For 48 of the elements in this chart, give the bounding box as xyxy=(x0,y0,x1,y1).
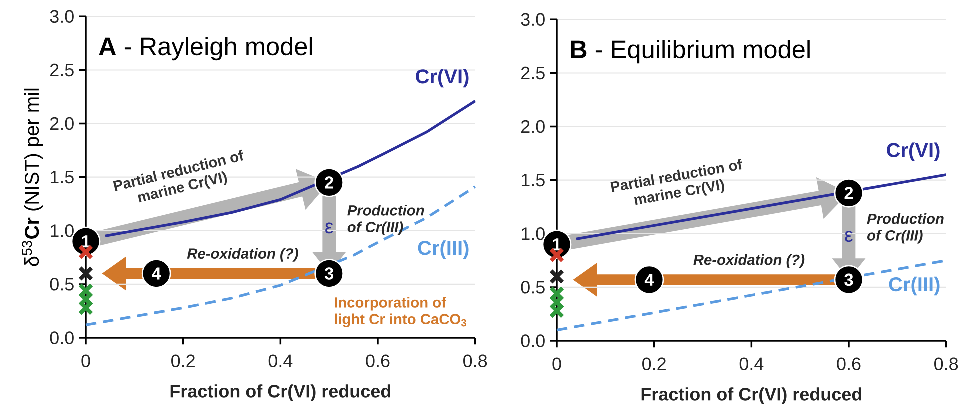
y-axis-title: δ$^{53}$Cr (NIST) per mil xyxy=(22,88,44,266)
y-tick-label: 0.5 xyxy=(50,278,74,291)
x-axis-title: Fraction of Cr(VI) reduced xyxy=(170,384,390,402)
text: A - Rayleigh model xyxy=(99,36,312,61)
annotation: ε xyxy=(845,231,854,242)
y-tick-label: 2.5 xyxy=(50,64,74,77)
x-tick-label: 0.2 xyxy=(172,354,195,368)
series-label: Cr(VI) xyxy=(887,142,940,162)
x-tick-label: 0.6 xyxy=(837,358,861,370)
x-tick-label: 0.4 xyxy=(268,354,293,368)
annotation: 2 xyxy=(325,176,334,189)
y-tick-label: 0.0 xyxy=(50,332,74,344)
annotation: Partial reduction of marine Cr(VI) xyxy=(113,150,244,203)
y-tick-label: 0.5 xyxy=(521,281,545,294)
y-tick-label: 3.0 xyxy=(521,13,545,26)
y-tick-label: 1.0 xyxy=(522,228,545,240)
y-tick-label: 1.5 xyxy=(50,171,74,184)
annotation: Re-oxidation (?) xyxy=(694,254,805,268)
annotation: ε xyxy=(326,222,334,234)
y-tick-label: 1.0 xyxy=(50,224,74,238)
annotation: Incorporation of light Cr into CaCO$_{3}$ xyxy=(335,297,466,328)
x-tick-label: 0.4 xyxy=(740,358,764,370)
annotation: Production of Cr(III) xyxy=(867,213,944,244)
y-tick-label: 1.5 xyxy=(522,174,545,187)
x-tick-label: 0.6 xyxy=(366,354,390,368)
series-label: Cr(VI) xyxy=(416,69,469,88)
y-tick-label: 2.0 xyxy=(50,117,74,130)
annotation: 4 xyxy=(152,268,162,280)
annotation: Re-oxidation (?) xyxy=(187,248,298,262)
x-tick-label: 0 xyxy=(82,354,90,368)
y-tick-label: 3.0 xyxy=(50,10,74,24)
y-tick-label: 2.5 xyxy=(522,66,545,80)
x-axis-title: Fraction of Cr(VI) reduced xyxy=(642,388,862,404)
series-label: Cr(III) xyxy=(418,240,469,260)
x-tick-label: 0.8 xyxy=(934,358,958,370)
x-tick-label: 0.8 xyxy=(464,354,488,368)
annotation: 3 xyxy=(324,268,334,280)
annotation: 3 xyxy=(844,274,854,286)
annotation: 2 xyxy=(844,187,854,200)
y-tick-label: 0.0 xyxy=(521,334,545,348)
text: B - Equilibrium model xyxy=(571,40,810,64)
y-tick-label: 2.0 xyxy=(522,120,545,134)
x-tick-label: 0 xyxy=(552,358,562,370)
annotation: Partial reduction of marine Cr(VI) xyxy=(610,158,742,206)
x-tick-label: 0.2 xyxy=(642,358,666,370)
annotation: Production of Cr(III) xyxy=(348,205,424,236)
series-label: Cr(III) xyxy=(889,276,940,296)
annotation: 4 xyxy=(644,274,654,286)
